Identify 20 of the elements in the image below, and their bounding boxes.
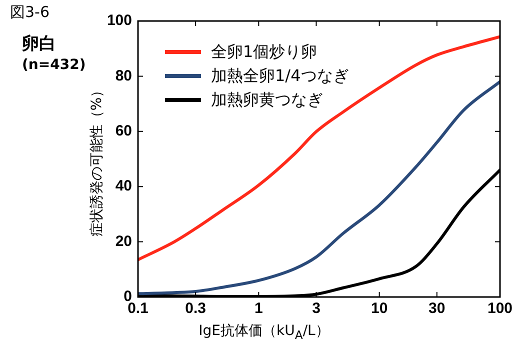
x-tick-label: 10 xyxy=(370,300,388,318)
y-tick-label: 40 xyxy=(115,178,132,195)
x-tick-label: 0.1 xyxy=(128,300,148,318)
x-tick-label: 30 xyxy=(428,300,446,318)
y-tick-label: 100 xyxy=(106,12,132,30)
y-axis-title: 症状誘発の可能性（%） xyxy=(88,83,106,237)
x-axis-title: IgE抗体価（kU$_{A}$/L） xyxy=(198,322,330,342)
x-tick-label: 3 xyxy=(312,300,320,318)
x-tick-label: 1 xyxy=(254,300,263,318)
chart-title: 図3-6 xyxy=(10,3,50,22)
legend-label: 全卵1個炒り卵 xyxy=(211,42,318,62)
legend-label: 加熱全卵1/4つなぎ xyxy=(211,66,349,86)
legend-label: 加熱卵黄つなぎ xyxy=(211,90,323,110)
y-tick-label: 80 xyxy=(115,67,132,84)
y-tick-label: 60 xyxy=(115,122,132,140)
text: (n=432) xyxy=(22,57,86,73)
x-tick-label: 100 xyxy=(487,300,513,318)
x-tick-label: 0.3 xyxy=(185,300,206,318)
y-tick-label: 20 xyxy=(115,232,132,250)
text: 卵白 xyxy=(22,33,56,55)
